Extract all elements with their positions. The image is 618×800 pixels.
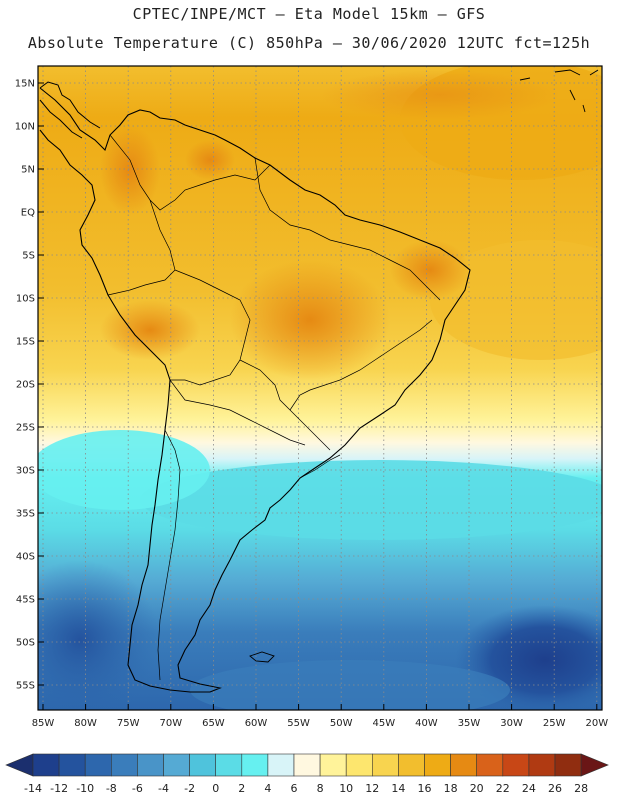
lat-label: 10N xyxy=(15,122,35,133)
lat-label: 50S xyxy=(16,638,35,649)
colorbar-tick-label: 12 xyxy=(365,782,379,795)
lon-label: 70W xyxy=(159,718,182,729)
colorbar-swatch xyxy=(32,753,60,777)
colorbar-swatch xyxy=(163,753,190,777)
country-borders xyxy=(107,134,441,681)
colorbar-swatch xyxy=(215,753,243,777)
colorbar-swatch xyxy=(528,753,556,777)
caribbean-islands xyxy=(519,69,599,113)
lat-label: 5S xyxy=(22,251,35,262)
lat-label: 25S xyxy=(16,423,35,434)
colorbar-swatch xyxy=(58,753,86,777)
longitude-labels: 85W 80W 75W 70W 65W 60W 55W 50W 45W 40W 35W 30W 25W 2… xyxy=(32,704,608,729)
colorbar-swatch xyxy=(319,753,347,777)
lat-label: 20S xyxy=(16,380,35,391)
colorbar-swatch xyxy=(398,753,425,777)
colorbar-tick-label: 24 xyxy=(522,782,536,795)
lat-label: EQ xyxy=(21,208,35,219)
colorbar-tick-label: 14 xyxy=(391,782,405,795)
lat-label: 15N xyxy=(15,79,35,90)
colorbar-swatch xyxy=(345,753,373,777)
colorbar-swatch xyxy=(502,753,530,777)
lat-label: 45S xyxy=(16,595,35,606)
lat-label: 30S xyxy=(16,466,35,477)
colorbar-tick-label: -8 xyxy=(106,782,117,795)
colorbar-swatch xyxy=(189,753,217,777)
lon-label: 80W xyxy=(74,718,97,729)
colorbar-tick-label: 10 xyxy=(339,782,353,795)
lon-label: 85W xyxy=(32,718,55,729)
colorbar-tick-label: -4 xyxy=(158,782,169,795)
lon-label: 45W xyxy=(372,718,395,729)
colorbar-tick-label: 20 xyxy=(470,782,484,795)
colorbar-swatch xyxy=(371,753,399,777)
colorbar-tick-label: -6 xyxy=(132,782,143,795)
colorbar-tick-label: 4 xyxy=(264,782,271,795)
lat-label: 55S xyxy=(16,681,35,692)
colorbar-under-arrow xyxy=(5,753,34,777)
colorbar-tick-label: 2 xyxy=(238,782,245,795)
colorbar-tick-label: 8 xyxy=(317,782,324,795)
south-america-coastline xyxy=(39,87,471,693)
lon-label: 75W xyxy=(117,718,140,729)
colorbar-tick-label: 26 xyxy=(548,782,562,795)
colorbar-tick-label: -14 xyxy=(24,782,42,795)
colorbar-swatch xyxy=(293,753,321,777)
central-america-coastline xyxy=(39,81,101,139)
colorbar-tick-label: 18 xyxy=(444,782,458,795)
colorbar-swatch xyxy=(241,753,269,777)
colorbar-tick-label: 22 xyxy=(496,782,510,795)
temperature-map: 15N 10N 5N EQ 5S 10S 15S 20S 25S 30S 35S 40S 45S 50S 5… xyxy=(15,65,608,729)
colorbar-swatch xyxy=(84,753,112,777)
lat-label: 15S xyxy=(16,337,35,348)
lon-label: 50W xyxy=(330,718,353,729)
colorbar-swatch xyxy=(424,753,451,777)
lat-label: 10S xyxy=(16,294,35,305)
colorbar-tick-label: -10 xyxy=(76,782,94,795)
colorbar-tick-label: 16 xyxy=(418,782,432,795)
colorbar-swatch xyxy=(267,753,295,777)
colorbar-swatch xyxy=(554,753,582,777)
lon-label: 35W xyxy=(458,718,481,729)
colorbar-tick-label: 0 xyxy=(212,782,219,795)
latitude-labels: 15N 10N 5N EQ 5S 10S 15S 20S 25S 30S 35S 40S 45S 50S 5… xyxy=(15,79,44,692)
colorbar: -14 -12 -10 -8 -6 -4 -2 0 2 4 6 8 10 12 14 16 18 20 22 24 26… xyxy=(5,753,609,795)
lat-label: 5N xyxy=(21,165,35,176)
colorbar-swatch xyxy=(450,753,478,777)
title-line-2: Absolute Temperature (C) 850hPa – 30/06/… xyxy=(27,34,591,52)
colorbar-tick-label: 28 xyxy=(574,782,588,795)
map-frame xyxy=(37,65,603,711)
title-line-1: CPTEC/INPE/MCT – Eta Model 15km – GFS xyxy=(132,5,486,23)
colorbar-over-arrow xyxy=(580,753,609,777)
colorbar-tick-label: -2 xyxy=(184,782,195,795)
colorbar-swatch xyxy=(137,753,164,777)
lon-label: 60W xyxy=(245,718,268,729)
colorbar-tick-label: 6 xyxy=(291,782,298,795)
lon-label: 25W xyxy=(543,718,566,729)
colorbar-swatch xyxy=(111,753,138,777)
lat-lon-grid xyxy=(38,66,602,710)
lon-label: 65W xyxy=(202,718,225,729)
colorbar-swatch xyxy=(476,753,504,777)
lon-label: 30W xyxy=(500,718,523,729)
lat-label: 35S xyxy=(16,509,35,520)
falkland-islands xyxy=(249,651,275,663)
lon-label: 55W xyxy=(287,718,310,729)
lat-label: 40S xyxy=(16,552,35,563)
lon-label: 20W xyxy=(585,718,608,729)
colorbar-tick-label: -12 xyxy=(50,782,68,795)
lon-label: 40W xyxy=(415,718,438,729)
